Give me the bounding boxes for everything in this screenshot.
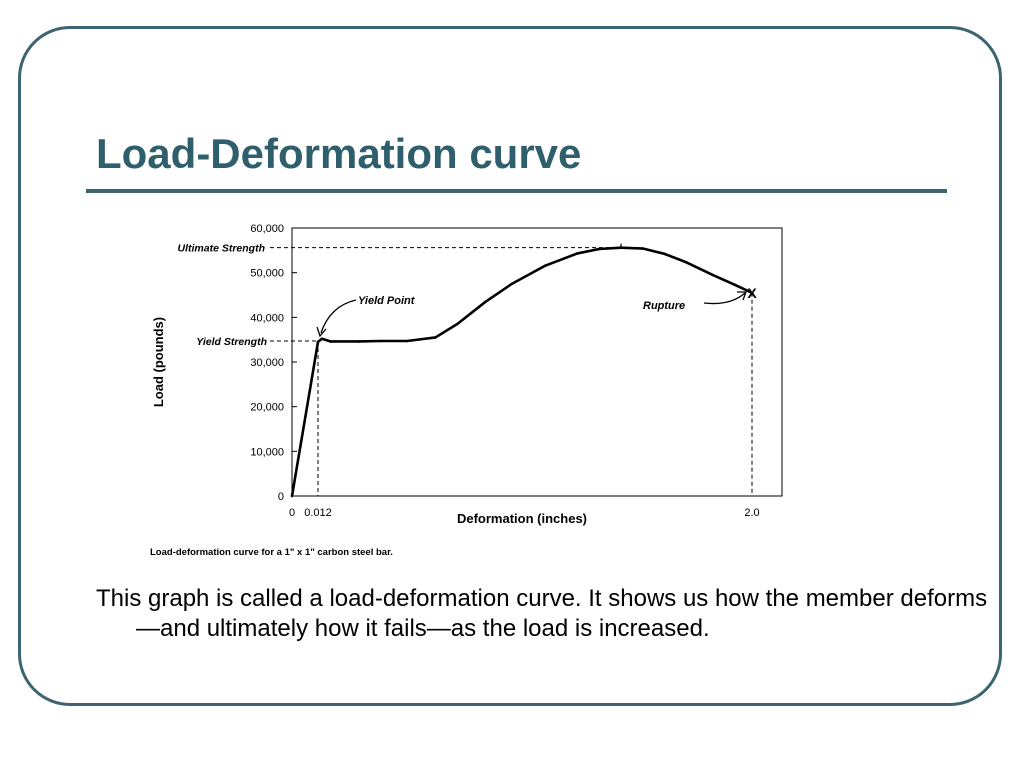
y-tick-label: 30,000 xyxy=(250,357,284,369)
curve-segment xyxy=(320,337,332,343)
body-text: This graph is called a load-deformation … xyxy=(96,585,988,642)
plot-frame xyxy=(291,227,783,497)
curve-segment xyxy=(405,336,437,343)
curve-segment xyxy=(619,246,645,250)
curve-segment xyxy=(685,261,715,277)
curve-segment xyxy=(543,252,579,268)
yield-point-arrowhead xyxy=(316,326,327,338)
yield-strength-label: Yield Strength xyxy=(196,336,267,348)
curve-segment xyxy=(711,273,736,287)
y-tick-label: 50,000 xyxy=(250,268,284,280)
y-axis-title: Load (pounds) xyxy=(151,317,166,407)
ultimate-strength-label: Ultimate Strength xyxy=(177,243,265,255)
rupture-arrow xyxy=(703,292,746,305)
yield-point-arrow xyxy=(320,299,357,334)
slide-title: Load-Deformation curve xyxy=(96,130,582,177)
title-rule xyxy=(86,189,947,193)
chart-caption: Load-deformation curve for a 1" x 1" car… xyxy=(150,547,393,558)
slide-frame xyxy=(18,26,1002,706)
curve-segment xyxy=(663,252,688,264)
x-tick-label: 0.012 xyxy=(304,507,332,519)
curve-segment xyxy=(434,322,459,339)
curve-segment xyxy=(597,246,623,251)
y-tick-label: 10,000 xyxy=(250,446,284,458)
x-tick-label: 2.0 xyxy=(744,507,759,519)
y-tick-label: 0 xyxy=(278,491,284,503)
rupture-label: Rupture xyxy=(643,300,685,312)
curve-segment xyxy=(641,247,666,256)
rupture-marker: X xyxy=(747,285,757,301)
yield-point-label: Yield Point xyxy=(358,295,416,307)
curve-segment xyxy=(510,264,546,286)
curve-segment xyxy=(290,340,320,498)
curve-segment xyxy=(576,247,601,255)
y-tick-label: 40,000 xyxy=(250,312,284,324)
curve-segment xyxy=(733,283,754,295)
y-tick-label: 20,000 xyxy=(250,402,284,414)
curve-segment xyxy=(484,282,514,304)
y-tick-label: 60,000 xyxy=(250,223,284,235)
curve-segment xyxy=(455,300,487,326)
rupture-arrowhead xyxy=(737,291,747,301)
x-axis-title: Deformation (inches) xyxy=(457,511,587,526)
x-tick-label: 0 xyxy=(289,507,295,519)
